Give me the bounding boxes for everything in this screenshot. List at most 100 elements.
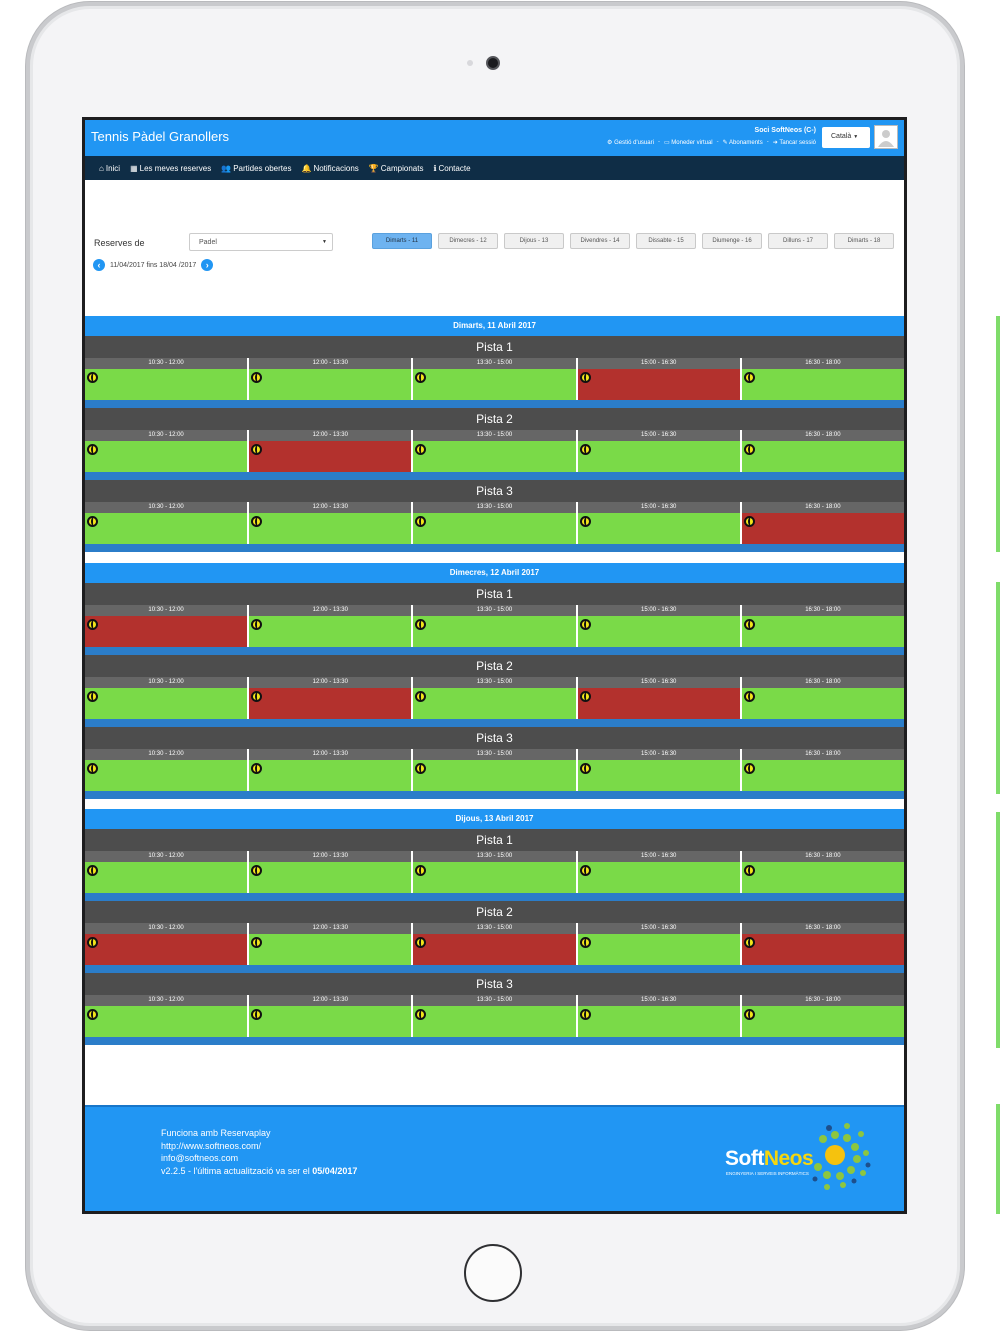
- slot[interactable]: 13:30 - 15:00: [413, 748, 578, 791]
- slot[interactable]: 13:30 - 15:00: [413, 995, 578, 1037]
- slot[interactable]: 15:00 - 16:30: [577, 358, 742, 400]
- sport-select[interactable]: Padel ▼: [189, 233, 333, 251]
- slot-booked[interactable]: [85, 615, 248, 647]
- day-tab[interactable]: Diumenge - 16: [702, 233, 762, 249]
- slot[interactable]: 13:30 - 15:00: [413, 676, 578, 719]
- slot-available[interactable]: [249, 513, 412, 544]
- slot[interactable]: 16:30 - 18:00: [741, 923, 904, 965]
- slot[interactable]: 16:30 - 18:00: [741, 604, 904, 647]
- slot-booked[interactable]: [577, 369, 740, 400]
- slot[interactable]: 15:00 - 16:30: [577, 502, 742, 544]
- slot[interactable]: 16:30 - 18:00: [741, 995, 904, 1037]
- slot[interactable]: 16:30 - 18:00: [741, 748, 904, 791]
- slot[interactable]: 12:00 - 13:30: [249, 748, 414, 791]
- slot[interactable]: 15:00 - 16:30: [577, 995, 742, 1037]
- slot-available[interactable]: [741, 1006, 904, 1037]
- slot[interactable]: 15:00 - 16:30: [577, 430, 742, 472]
- slot[interactable]: 13:30 - 15:00: [413, 358, 578, 400]
- slot[interactable]: 15:00 - 16:30: [577, 604, 742, 647]
- home-button[interactable]: [464, 1244, 522, 1302]
- slot[interactable]: 16:30 - 18:00: [741, 502, 904, 544]
- app-title[interactable]: Tennis Pàdel Granollers: [91, 129, 230, 144]
- nav-item-contacte[interactable]: ℹ Contacte: [433, 164, 470, 173]
- slot[interactable]: 10:30 - 12:00: [85, 995, 250, 1037]
- day-tab[interactable]: Dimarts - 18: [834, 233, 894, 249]
- slot[interactable]: 10:30 - 12:00: [85, 923, 250, 965]
- slot[interactable]: 13:30 - 15:00: [413, 851, 578, 893]
- slot-booked[interactable]: [741, 934, 904, 965]
- user-link-settings[interactable]: ⚙ Gestió d'usuari: [607, 139, 654, 146]
- slot-available[interactable]: [249, 934, 412, 965]
- slot[interactable]: 16:30 - 18:00: [741, 851, 904, 893]
- nav-item-les-meves-reserves[interactable]: ▦ Les meves reserves: [130, 164, 211, 173]
- footer-email-link[interactable]: info@softneos.com: [161, 1153, 239, 1163]
- slot-available[interactable]: [577, 615, 740, 647]
- slot-booked[interactable]: [249, 687, 412, 719]
- slot[interactable]: 13:30 - 15:00: [413, 604, 578, 647]
- arrow-right-icon[interactable]: ›: [201, 259, 214, 271]
- slot[interactable]: 10:30 - 12:00: [85, 502, 250, 544]
- slot[interactable]: 12:00 - 13:30: [249, 676, 414, 719]
- nav-item-inici[interactable]: ⌂ Inici: [99, 164, 120, 173]
- footer-website-link[interactable]: http://www.softneos.com/: [161, 1140, 262, 1151]
- slot-available[interactable]: [577, 759, 740, 791]
- slot-available[interactable]: [577, 1006, 740, 1037]
- slot-available[interactable]: [249, 862, 412, 893]
- slot[interactable]: 10:30 - 12:00: [85, 358, 250, 400]
- day-tab[interactable]: Dimecres - 12: [438, 233, 498, 249]
- slot-available[interactable]: [85, 862, 248, 893]
- avatar[interactable]: [874, 125, 898, 149]
- nav-item-partides-obertes[interactable]: 👥 Partides obertes: [221, 164, 291, 173]
- slot[interactable]: 10:30 - 12:00: [85, 604, 250, 647]
- slot[interactable]: 15:00 - 16:30: [577, 851, 742, 893]
- slot[interactable]: 13:30 - 15:00: [413, 430, 578, 472]
- slot-booked[interactable]: [85, 934, 248, 965]
- slot-booked[interactable]: [741, 513, 904, 544]
- slot[interactable]: 15:00 - 16:30: [577, 748, 742, 791]
- slot-available[interactable]: [413, 1006, 576, 1037]
- nav-item-campionats[interactable]: 🏆 Campionats: [369, 164, 424, 173]
- slot-available[interactable]: [85, 513, 248, 544]
- slot-available[interactable]: [413, 759, 576, 791]
- slot[interactable]: 12:00 - 13:30: [249, 358, 414, 400]
- slot-available[interactable]: [577, 441, 740, 472]
- user-link-wallet[interactable]: ▭ Moneder virtual: [664, 139, 713, 146]
- slot[interactable]: 10:30 - 12:00: [85, 676, 250, 719]
- slot[interactable]: 13:30 - 15:00: [413, 923, 578, 965]
- slot-available[interactable]: [741, 369, 904, 400]
- slot[interactable]: 12:00 - 13:30: [249, 923, 414, 965]
- slot-available[interactable]: [577, 862, 740, 893]
- language-dropdown[interactable]: Català ▼: [822, 127, 870, 148]
- slot-available[interactable]: [741, 441, 904, 472]
- slot-available[interactable]: [85, 441, 248, 472]
- user-link-subscriptions[interactable]: ✎ Abonaments: [723, 139, 763, 146]
- slot-available[interactable]: [249, 759, 412, 791]
- slot-booked[interactable]: [413, 934, 576, 965]
- day-tab[interactable]: Divendres - 14: [570, 233, 630, 249]
- slot[interactable]: 16:30 - 18:00: [741, 358, 904, 400]
- slot-available[interactable]: [85, 687, 248, 719]
- slot-available[interactable]: [413, 687, 576, 719]
- slot-available[interactable]: [741, 759, 904, 791]
- slot-available[interactable]: [413, 369, 576, 400]
- slot-available[interactable]: [741, 615, 904, 647]
- user-link-logout[interactable]: ➜ Tancar sessió: [773, 139, 816, 146]
- slot[interactable]: 10:30 - 12:00: [85, 851, 250, 893]
- slot[interactable]: 16:30 - 18:00: [741, 430, 904, 472]
- slot-available[interactable]: [249, 615, 412, 647]
- slot-booked[interactable]: [577, 687, 740, 719]
- slot-available[interactable]: [85, 369, 248, 400]
- slot[interactable]: 10:30 - 12:00: [85, 430, 250, 472]
- slot[interactable]: 12:00 - 13:30: [249, 995, 414, 1037]
- slot[interactable]: 15:00 - 16:30: [577, 676, 742, 719]
- slot[interactable]: 16:30 - 18:00: [741, 676, 904, 719]
- slot[interactable]: 15:00 - 16:30: [577, 923, 742, 965]
- slot-available[interactable]: [741, 687, 904, 719]
- slot-available[interactable]: [577, 934, 740, 965]
- slot[interactable]: 12:00 - 13:30: [249, 502, 414, 544]
- slot-available[interactable]: [249, 369, 412, 400]
- slot[interactable]: 12:00 - 13:30: [249, 430, 414, 472]
- slot-available[interactable]: [249, 1006, 412, 1037]
- nav-item-notificacions[interactable]: 🔔 Notificacions: [301, 164, 358, 173]
- slot[interactable]: 10:30 - 12:00: [85, 748, 250, 791]
